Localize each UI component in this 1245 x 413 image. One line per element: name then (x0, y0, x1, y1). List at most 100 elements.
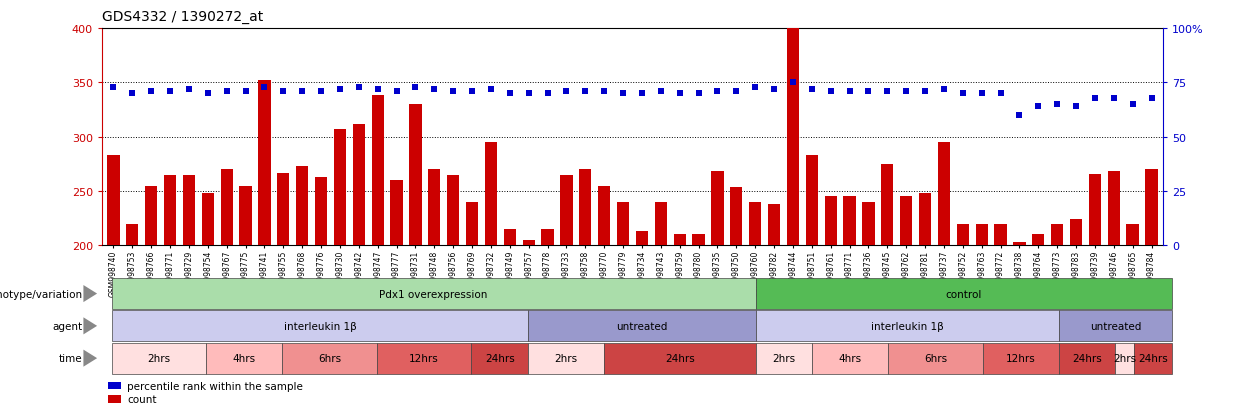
Point (802, 86, 822, 93)
Point (820, 88, 840, 95)
Point (179, 86, 199, 93)
Point (1028, 104, 1048, 110)
Bar (107, 156, 120, 246)
Point (1047, 102, 1067, 108)
Point (406, 84, 426, 91)
Text: genotype/variation: genotype/variation (0, 289, 82, 299)
Bar (711, 172, 723, 246)
Point (575, 88, 595, 95)
Bar (484, 143, 497, 246)
Text: count: count (127, 394, 157, 404)
Text: untreated: untreated (1089, 321, 1142, 331)
Point (934, 86, 954, 93)
Point (915, 88, 935, 95)
Text: percentile rank within the sample: percentile rank within the sample (127, 381, 303, 391)
Text: 12hrs: 12hrs (410, 353, 439, 363)
Bar (692, 235, 705, 246)
Text: 6hrs: 6hrs (317, 353, 341, 363)
Bar (220, 170, 233, 246)
Text: 2hrs: 2hrs (147, 353, 171, 363)
Bar (296, 166, 309, 246)
Point (141, 88, 161, 95)
Text: untreated: untreated (616, 321, 667, 331)
Point (670, 90, 690, 97)
Point (481, 86, 500, 93)
Text: agent: agent (52, 321, 82, 331)
Bar (428, 170, 441, 246)
Bar (976, 224, 987, 246)
Point (235, 88, 255, 95)
Bar (674, 235, 686, 246)
Text: 2hrs: 2hrs (554, 353, 578, 363)
Bar (956, 224, 969, 246)
Bar (919, 194, 931, 246)
Bar (1088, 174, 1101, 246)
Bar (824, 197, 837, 246)
Point (688, 90, 708, 97)
Bar (749, 202, 761, 246)
Bar (655, 202, 667, 246)
Text: 24hrs: 24hrs (1072, 353, 1102, 363)
Bar (616, 202, 629, 246)
Bar (144, 186, 157, 246)
Point (783, 80, 803, 86)
Point (293, 88, 312, 95)
Text: 24hrs: 24hrs (1138, 353, 1168, 363)
Bar (806, 156, 818, 246)
Text: time: time (59, 353, 82, 363)
Point (1123, 102, 1143, 108)
Point (859, 88, 879, 95)
Point (707, 88, 727, 95)
Point (311, 88, 331, 95)
Bar (278, 173, 289, 246)
Bar (995, 224, 1007, 246)
Text: 4hrs: 4hrs (233, 353, 255, 363)
Point (839, 88, 859, 95)
Point (971, 90, 991, 97)
Point (764, 86, 784, 93)
Point (594, 88, 614, 95)
Bar (334, 130, 346, 246)
Point (557, 88, 576, 95)
Point (349, 84, 369, 91)
Point (952, 90, 972, 97)
Bar (843, 197, 855, 246)
Bar (164, 175, 177, 246)
Bar (542, 230, 554, 246)
Point (330, 86, 350, 93)
Point (519, 90, 539, 97)
Bar (1127, 224, 1139, 246)
Bar (183, 175, 195, 246)
Point (103, 84, 123, 91)
Bar (730, 187, 742, 246)
Point (443, 88, 463, 95)
Bar (937, 143, 950, 246)
Bar (258, 81, 270, 246)
Point (274, 88, 294, 95)
Point (217, 88, 237, 95)
Bar (504, 230, 515, 246)
Point (425, 86, 444, 93)
Point (878, 88, 898, 95)
Bar (447, 175, 459, 246)
Text: interleukin 1β: interleukin 1β (284, 321, 356, 331)
Point (726, 88, 746, 95)
Bar (1051, 224, 1063, 246)
Bar (768, 204, 781, 246)
Point (1084, 95, 1104, 102)
Point (632, 90, 652, 97)
Point (198, 90, 218, 97)
Bar (900, 197, 913, 246)
Point (122, 90, 142, 97)
Bar (315, 178, 327, 246)
Bar (466, 202, 478, 246)
Point (1066, 104, 1086, 110)
Text: control: control (946, 289, 982, 299)
Text: 6hrs: 6hrs (924, 353, 947, 363)
Point (538, 90, 558, 97)
Point (651, 88, 671, 95)
Text: 2hrs: 2hrs (1113, 353, 1137, 363)
Point (991, 90, 1011, 97)
Point (746, 84, 766, 91)
Bar (881, 164, 894, 246)
